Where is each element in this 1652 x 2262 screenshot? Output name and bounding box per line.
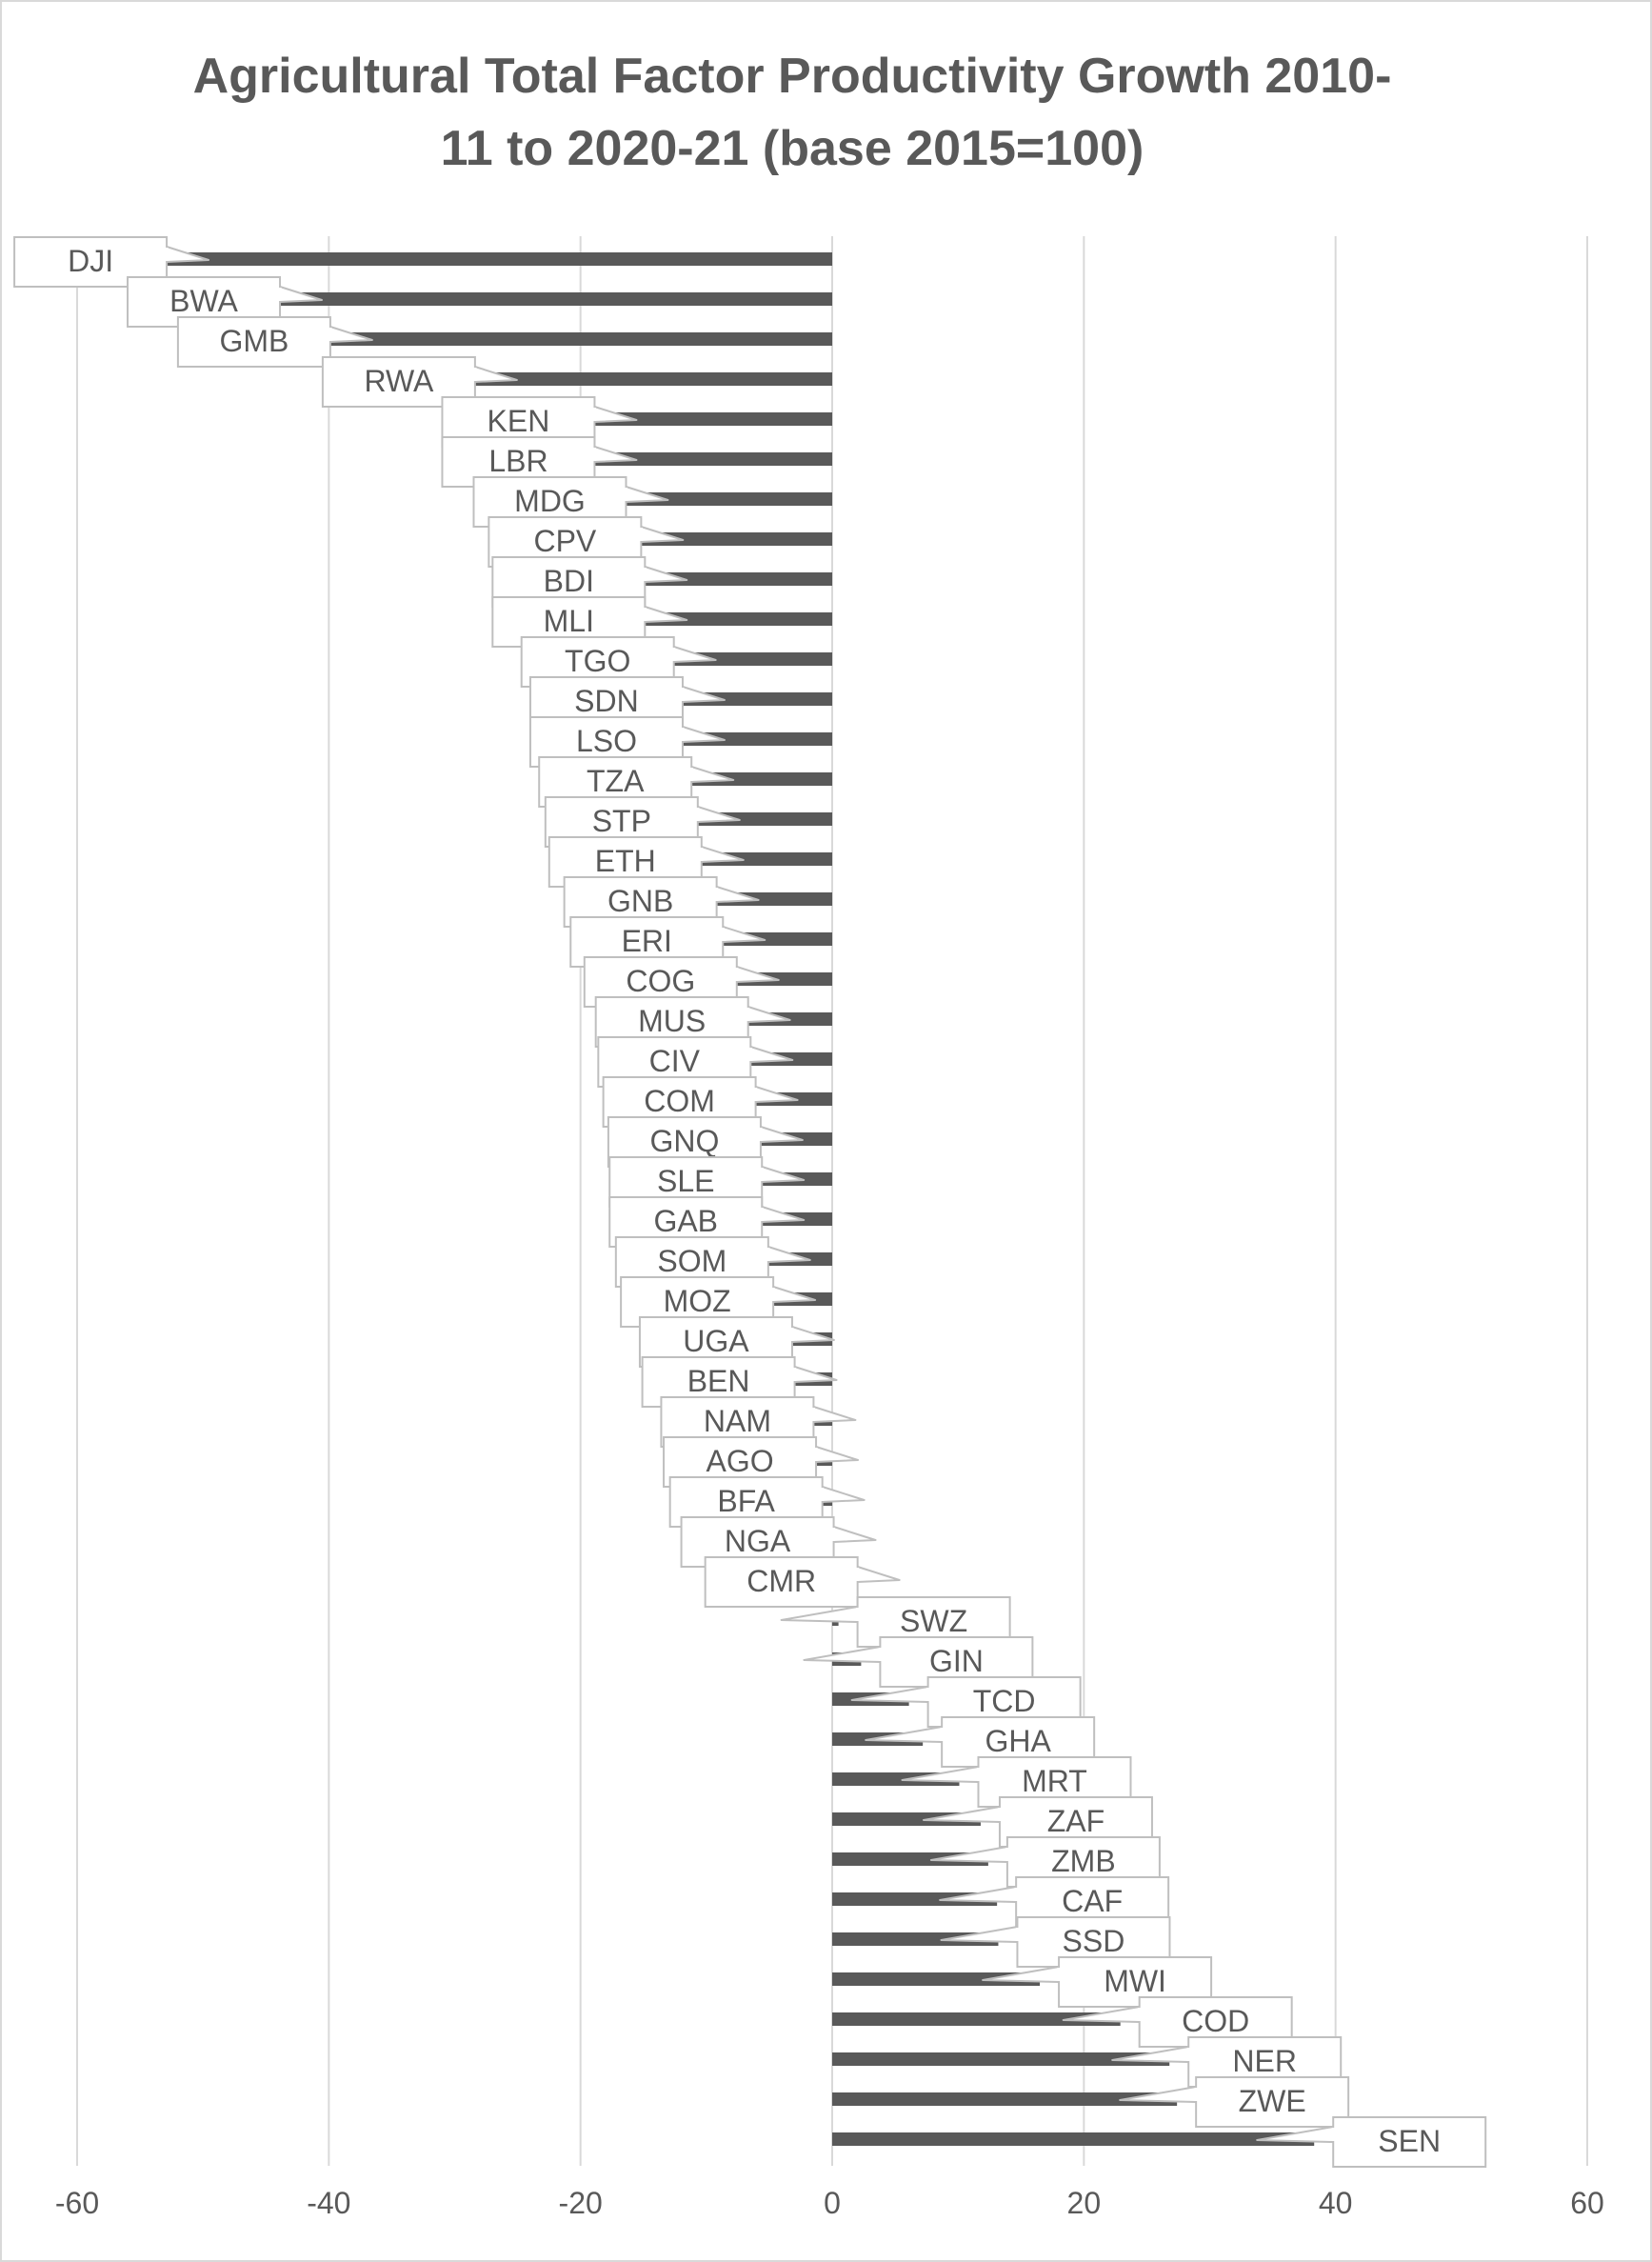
bar-ken <box>567 412 832 426</box>
category-label: SLE <box>657 1164 714 1198</box>
category-label: GNQ <box>649 1124 719 1158</box>
x-tick-label: -40 <box>307 2186 350 2220</box>
bar-rwa <box>448 372 832 386</box>
bar-mwi <box>832 1972 1041 1986</box>
category-label: MUS <box>638 1004 706 1038</box>
category-label: BDI <box>544 564 594 598</box>
category-label: COG <box>626 964 695 998</box>
x-tick-label: 0 <box>824 2186 841 2220</box>
category-label: GHA <box>985 1724 1051 1758</box>
category-label: CMR <box>746 1564 816 1598</box>
category-label: GIN <box>929 1644 984 1678</box>
callout-pointer <box>856 1566 901 1583</box>
x-tick-label: 60 <box>1570 2186 1604 2220</box>
callout-pointer <box>815 1446 860 1463</box>
category-label: MDG <box>514 484 586 518</box>
x-tick-label: 20 <box>1067 2186 1102 2220</box>
category-label: TZA <box>587 764 645 798</box>
category-label: LBR <box>488 444 547 478</box>
category-label: BFA <box>717 1484 775 1518</box>
category-label: GAB <box>653 1204 718 1238</box>
category-label: GNB <box>607 884 673 918</box>
category-label: SWZ <box>900 1604 967 1638</box>
category-label: BEN <box>687 1364 750 1398</box>
x-tick-label: 40 <box>1319 2186 1353 2220</box>
callout-pointer <box>812 1406 857 1423</box>
bar-caf <box>832 1892 998 1906</box>
category-label: NGA <box>725 1524 791 1558</box>
callout-gin: GIN <box>803 1636 1034 1688</box>
category-label: ETH <box>595 844 656 878</box>
callout-box <box>704 1556 859 1608</box>
category-label: ERI <box>622 924 672 958</box>
category-label: LSO <box>576 724 637 758</box>
category-label: CAF <box>1062 1884 1123 1918</box>
category-label: RWA <box>364 364 434 398</box>
callout-box <box>1195 2076 1350 2128</box>
category-label: STP <box>592 804 651 838</box>
category-label: SSD <box>1063 1924 1125 1958</box>
category-label: ZMB <box>1051 1844 1116 1878</box>
category-label: TCD <box>973 1684 1036 1718</box>
category-label: NER <box>1232 2044 1297 2078</box>
bar-ssd <box>832 1932 999 1946</box>
category-label: SEN <box>1378 2124 1441 2158</box>
chart-title-line-2: 11 to 2020-21 (base 2015=100) <box>440 121 1144 176</box>
bar-ner <box>832 2052 1170 2066</box>
category-label: SOM <box>657 1244 726 1278</box>
category-label: MOZ <box>664 1284 731 1318</box>
category-label: KEN <box>488 404 550 438</box>
chart-title: Agricultural Total Factor Productivity G… <box>192 40 1392 185</box>
x-tick-label: -20 <box>559 2186 603 2220</box>
category-label: COM <box>644 1084 715 1118</box>
category-label: DJI <box>68 244 113 278</box>
category-label: COD <box>1182 2004 1249 2038</box>
callout-cmr: CMR <box>704 1556 901 1608</box>
category-label: AGO <box>707 1444 774 1478</box>
category-label: ZWE <box>1239 2084 1306 2118</box>
chart-title-line-1: Agricultural Total Factor Productivity G… <box>192 49 1392 104</box>
bar-lbr <box>567 452 832 466</box>
bar-zwe <box>832 2092 1178 2106</box>
category-label: MLI <box>544 604 594 638</box>
category-label: UGA <box>683 1324 749 1358</box>
bar-bwa <box>253 292 832 306</box>
category-labels: DJI BWA GMB RWA KEN LBR MDG CPV BDI MLI TGO SDN LSO T… <box>13 236 1487 2168</box>
category-label: MWI <box>1104 1964 1166 1998</box>
category-label: CPV <box>533 524 596 558</box>
category-label: SDN <box>574 684 639 718</box>
callout-zwe: ZWE <box>1119 2076 1350 2128</box>
x-tick-label: -60 <box>55 2186 99 2220</box>
bar-dji <box>140 252 833 266</box>
category-label: MRT <box>1022 1764 1087 1798</box>
bar-gmb <box>303 332 832 346</box>
callout-box <box>1332 2116 1487 2168</box>
callout-gmb: GMB <box>176 316 373 368</box>
callout-pointer <box>803 1646 882 1663</box>
category-label: TGO <box>565 644 630 678</box>
bar-zmb <box>832 1852 988 1866</box>
callout-rwa: RWA <box>321 356 518 408</box>
category-label: NAM <box>704 1404 771 1438</box>
bar-cod <box>832 2012 1121 2026</box>
callout-pointer <box>832 1526 877 1543</box>
callout-ken: KEN <box>441 396 638 448</box>
callout-box <box>176 316 331 368</box>
category-label: GMB <box>219 324 289 358</box>
callout-pointer <box>821 1486 866 1503</box>
callout-pointer <box>780 1606 859 1623</box>
callout-sen: SEN <box>1256 2116 1487 2168</box>
bar-sen <box>832 2132 1315 2146</box>
category-label: ZAF <box>1047 1804 1105 1838</box>
category-label: CIV <box>649 1044 701 1078</box>
category-label: BWA <box>169 284 238 318</box>
